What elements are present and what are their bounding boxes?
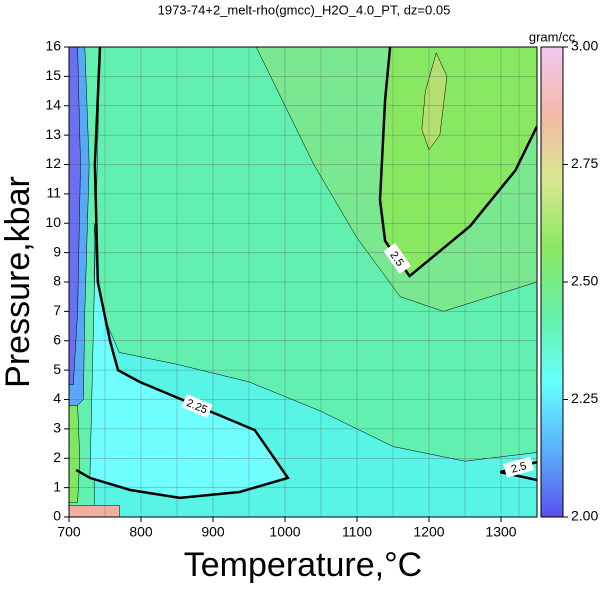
colorbar-tick-label: 2.00 — [571, 508, 598, 524]
chart-title: 1973-74+2_melt-rho(gmcc)_H2O_4.0_PT, dz=… — [158, 2, 451, 17]
contour-label: 2.5 — [510, 460, 528, 476]
x-tick-label: 800 — [129, 524, 153, 540]
y-axis-label: Pressure,kbar — [0, 176, 37, 388]
x-axis-label: Temperature,°C — [184, 546, 422, 584]
y-tick-label: 5 — [53, 361, 61, 377]
y-tick-label: 7 — [53, 302, 61, 318]
contour-label-bg — [503, 456, 534, 478]
contour-label-bg — [383, 243, 412, 274]
y-tick-label: 14 — [45, 96, 61, 112]
x-tick-label: 900 — [201, 524, 225, 540]
y-tick-label: 3 — [53, 420, 61, 436]
y-tick-label: 4 — [53, 390, 61, 406]
y-tick-label: 15 — [45, 67, 61, 83]
colorbar-tick-label: 2.25 — [571, 390, 598, 406]
y-tick-label: 16 — [45, 38, 61, 54]
colorbar-tick-label: 2.50 — [571, 273, 598, 289]
colorbar — [540, 46, 564, 518]
x-tick-label: 1200 — [413, 524, 444, 540]
y-tick-label: 0 — [53, 508, 61, 524]
y-tick-label: 9 — [53, 243, 61, 259]
x-tick-label: 1100 — [342, 524, 372, 540]
y-tick-label: 2 — [53, 449, 61, 465]
y-tick-label: 8 — [53, 273, 61, 289]
contour-line — [75, 47, 290, 500]
plot-area — [69, 47, 537, 517]
y-tick-label: 6 — [53, 331, 61, 347]
x-tick-label: 1000 — [269, 524, 300, 540]
filled-region — [69, 505, 120, 517]
y-tick-label: 11 — [46, 185, 61, 201]
x-tick-label: 700 — [57, 524, 81, 540]
y-tick-label: 1 — [53, 478, 61, 494]
filled-region — [69, 405, 81, 503]
x-tick-label: 1300 — [485, 524, 516, 540]
colorbar-tick-label: 3.00 — [571, 38, 598, 54]
y-tick-label: 10 — [45, 214, 61, 230]
y-tick-label: 12 — [45, 155, 61, 171]
y-tick-label: 13 — [45, 126, 61, 142]
contour-label-group: 2.5 — [503, 456, 534, 478]
colorbar-label: gram/cc — [529, 29, 576, 44]
colorbar-tick-label: 2.75 — [571, 155, 598, 171]
contour-label-bg — [181, 394, 213, 418]
